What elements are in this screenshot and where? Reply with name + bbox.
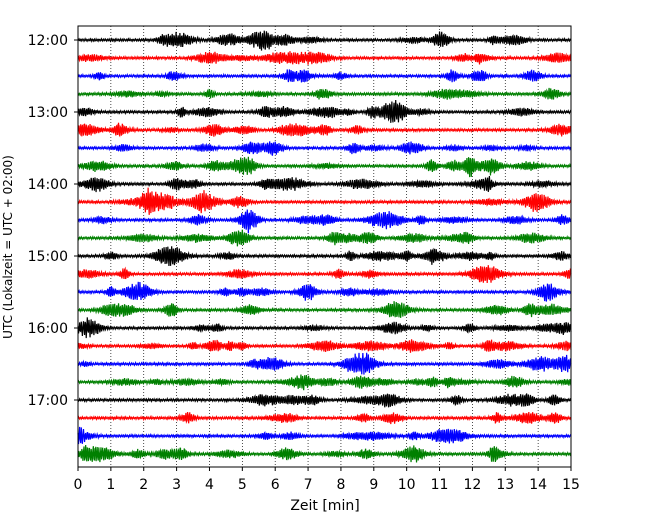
x-axis: 0 1 2 3 4 5 6 7 8 9 10 11 12 13 14 15 — [74, 467, 580, 493]
trace-line — [77, 229, 572, 247]
y-axis: 12:00 13:00 14:00 15:00 16:00 17:00 — [28, 33, 78, 409]
traces — [77, 30, 572, 463]
x-tick-label: 8 — [336, 477, 345, 493]
y-tick-label: 12:00 — [28, 33, 68, 49]
trace-line — [77, 99, 572, 123]
y-tick-label: 13:00 — [28, 105, 68, 121]
trace-line — [77, 246, 572, 266]
trace-line — [77, 281, 572, 302]
x-tick-label: 14 — [529, 477, 547, 493]
trace-line — [77, 374, 572, 391]
plot-frame — [77, 25, 572, 468]
trace-line — [77, 444, 572, 463]
trace-line — [77, 317, 572, 339]
y-axis-label: UTC (Lokalzeit = UTC + 02:00) — [1, 155, 15, 339]
trace-line — [77, 393, 572, 408]
x-tick-label: 5 — [238, 477, 247, 493]
trace-line — [77, 339, 572, 353]
y-tick-label: 15:00 — [28, 249, 68, 265]
y-tick-label: 14:00 — [28, 177, 68, 193]
x-tick-label: 7 — [304, 477, 313, 493]
x-tick-label: 6 — [271, 477, 280, 493]
trace-line — [77, 156, 572, 178]
trace-line — [77, 87, 572, 100]
x-tick-label: 3 — [172, 477, 181, 493]
trace-line — [77, 301, 572, 318]
trace-line — [77, 122, 572, 138]
x-tick-label: 10 — [398, 477, 416, 493]
trace-line — [77, 141, 572, 156]
x-tick-label: 4 — [205, 477, 214, 493]
x-tick-label: 13 — [496, 477, 514, 493]
trace-line — [77, 209, 572, 234]
trace-line — [77, 30, 572, 51]
x-tick-label: 9 — [369, 477, 378, 493]
trace-line — [77, 69, 572, 83]
x-tick-label: 12 — [463, 477, 481, 493]
trace-line — [77, 265, 572, 284]
x-tick-label: 1 — [106, 477, 115, 493]
x-tick-label: 0 — [74, 477, 83, 493]
trace-line — [77, 411, 572, 425]
trace-line — [77, 51, 572, 65]
y-tick-label: 16:00 — [28, 321, 68, 337]
trace-line — [77, 426, 572, 445]
x-tick-label: 15 — [562, 477, 580, 493]
x-axis-label: Zeit [min] — [290, 498, 359, 514]
x-tick-label: 11 — [431, 477, 449, 493]
trace-line — [77, 352, 572, 375]
trace-line — [77, 187, 572, 215]
x-tick-label: 2 — [139, 477, 148, 493]
y-tick-label: 17:00 — [28, 393, 68, 409]
trace-line — [77, 176, 572, 193]
